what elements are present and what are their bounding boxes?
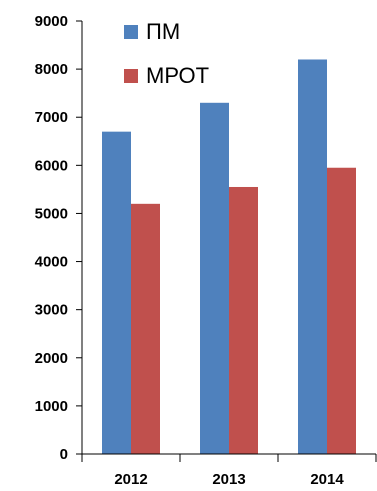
- y-tick-label: 3000: [35, 302, 68, 319]
- bar-МРОТ-2012: [131, 203, 160, 454]
- x-tick-label: 2013: [212, 471, 245, 488]
- legend-swatch: [124, 69, 138, 83]
- bar-МРОТ-2014: [327, 167, 356, 454]
- bar-МРОТ-2013: [229, 186, 258, 454]
- legend-label: ПМ: [146, 19, 180, 44]
- legend-label: МРОТ: [146, 63, 209, 88]
- bar-ПМ-2012: [102, 131, 131, 454]
- bars: [102, 59, 356, 455]
- x-tick-label: 2012: [114, 471, 147, 488]
- y-tick-label: 5000: [35, 205, 68, 222]
- x-tick-label: 2014: [310, 471, 344, 488]
- y-tick-label: 2000: [35, 350, 68, 367]
- legend-swatch: [124, 25, 138, 39]
- y-axis: 0 1000 2000 3000 4000 5000 6000 7000 8000 9000: [35, 13, 83, 463]
- y-tick-label: 7000: [35, 109, 68, 126]
- legend: ПМ МРОТ: [124, 19, 209, 88]
- y-tick-label: 9000: [35, 13, 68, 30]
- y-tick-label: 4000: [35, 254, 68, 271]
- y-tick-label: 6000: [35, 157, 68, 174]
- x-axis: 2012 2013 2014: [81, 453, 377, 488]
- bar-ПМ-2013: [200, 102, 229, 455]
- y-tick-label: 1000: [35, 398, 68, 415]
- y-tick-label: 0: [60, 446, 68, 463]
- bar-ПМ-2014: [298, 59, 327, 454]
- y-tick-label: 8000: [35, 61, 68, 78]
